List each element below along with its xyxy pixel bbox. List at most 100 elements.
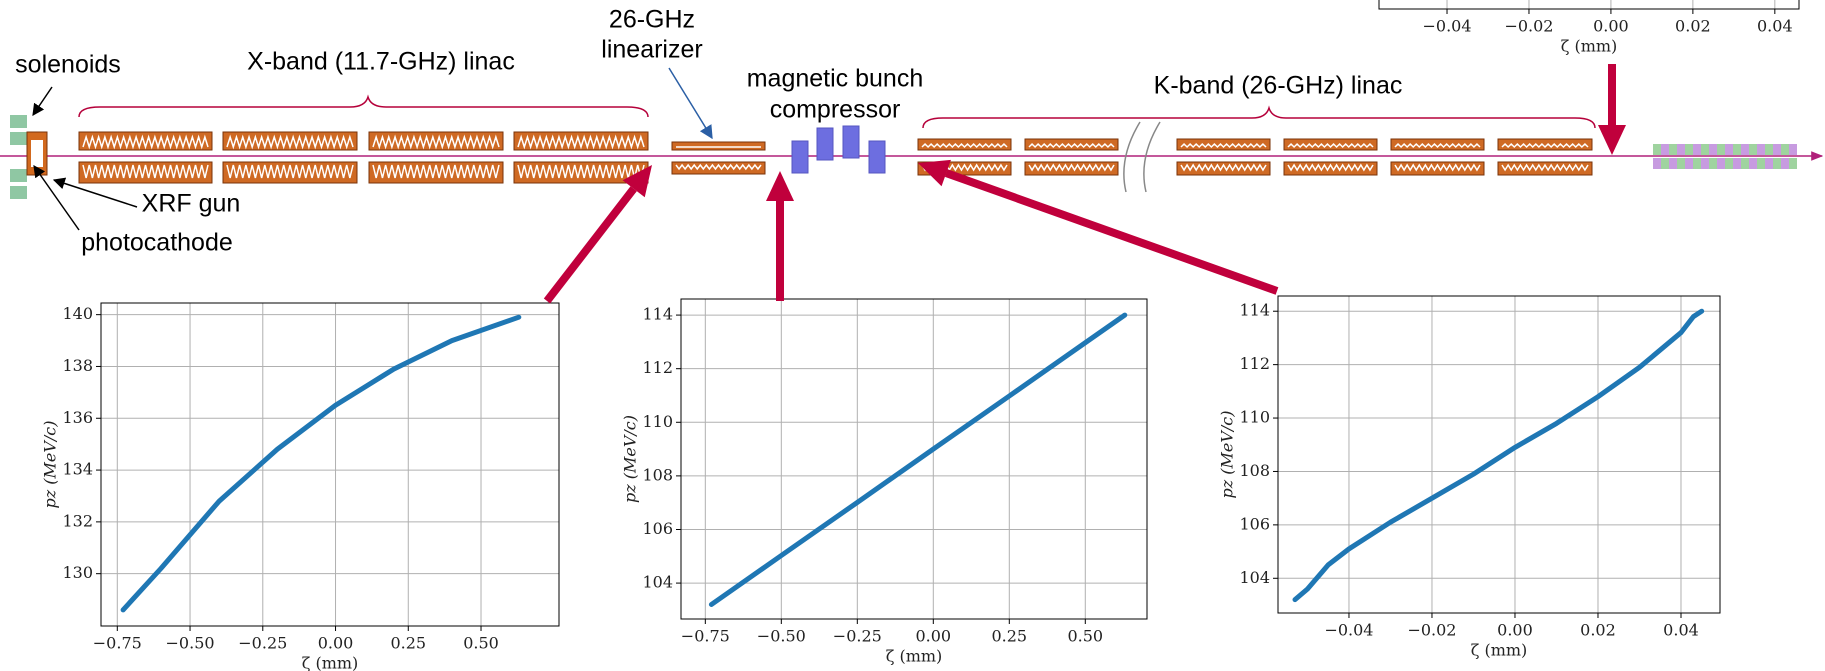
- y-tick-label: 106: [1239, 514, 1270, 533]
- dipole: [817, 128, 833, 160]
- x-tick-label: −0.25: [238, 634, 287, 653]
- label-linearizer: 26-GHz: [609, 6, 695, 34]
- undulator: [1773, 158, 1781, 169]
- label-gun: XRF gun: [142, 190, 241, 218]
- undulator: [1749, 144, 1757, 155]
- y-tick-label: 140: [62, 304, 93, 323]
- solenoid: [10, 132, 27, 145]
- solenoid: [10, 186, 27, 199]
- y-axis-label: pz (MeV/c): [621, 415, 640, 503]
- y-tick-label: 108: [642, 465, 673, 484]
- undulator: [1709, 144, 1717, 155]
- x-tick-label: 0.00: [318, 634, 354, 653]
- undulator: [1757, 144, 1765, 155]
- undulator: [1749, 158, 1757, 169]
- x-tick-label: −0.75: [93, 634, 142, 653]
- break: [1124, 122, 1140, 192]
- undulator: [1677, 158, 1685, 169]
- data-line: [123, 317, 519, 610]
- data-line: [711, 315, 1124, 604]
- y-tick-label: 138: [62, 356, 93, 375]
- arrow: [547, 189, 634, 301]
- label-solenoids: solenoids: [15, 51, 121, 79]
- break: [1144, 122, 1160, 192]
- x-tick-label: −0.50: [166, 634, 215, 653]
- undulator: [1661, 158, 1669, 169]
- x-axis-label: ζ (mm): [886, 647, 943, 666]
- y-tick-label: 132: [62, 511, 93, 530]
- y-tick-label: 134: [62, 460, 93, 479]
- x-tick-label: 0.04: [1663, 621, 1699, 640]
- page: {"diagram": {"labels": { "solenoids": "s…: [0, 0, 1825, 671]
- undulator: [1661, 144, 1669, 155]
- y-tick-label: 130: [62, 563, 93, 582]
- label-linearizer: linearizer: [601, 36, 702, 64]
- undulator: [1789, 144, 1797, 155]
- x-tick-label: 0.04: [1757, 17, 1793, 36]
- x-tick-label: 0.50: [463, 634, 499, 653]
- undulator: [1701, 158, 1709, 169]
- undulator: [1765, 144, 1773, 155]
- figure: solenoids X-band (11.7-GHz) linac 26-GHz…: [0, 0, 1825, 671]
- undulator: [1741, 144, 1749, 155]
- label-xband: X-band (11.7-GHz) linac: [247, 48, 515, 76]
- x-tick-label: 0.00: [1497, 621, 1533, 640]
- beamline: [0, 115, 1822, 199]
- label-photocathode: photocathode: [81, 229, 233, 257]
- x-tick-label: 0.00: [1593, 17, 1629, 36]
- undulator: [1685, 158, 1693, 169]
- undulator: [1669, 158, 1677, 169]
- data-line: [1295, 311, 1702, 599]
- undulator: [1709, 158, 1717, 169]
- undulator: [1677, 144, 1685, 155]
- pointer: [669, 68, 712, 138]
- undulator: [1781, 144, 1789, 155]
- undulator: [1717, 158, 1725, 169]
- x-tick-label: 0.50: [1067, 627, 1103, 646]
- undulator: [1701, 144, 1709, 155]
- x-tick-label: −0.50: [757, 627, 806, 646]
- axes-frame: [101, 303, 559, 626]
- undulator: [1773, 144, 1781, 155]
- x-tick-label: −0.04: [1324, 621, 1373, 640]
- y-tick-label: 112: [1239, 354, 1270, 373]
- x-axis-label: ζ (mm): [1471, 641, 1528, 660]
- arrow-head: [766, 171, 794, 201]
- x-tick-label: −0.02: [1407, 621, 1456, 640]
- y-tick-label: 110: [1239, 408, 1270, 427]
- y-tick-label: 112: [642, 358, 673, 377]
- label-compressor: compressor: [770, 96, 901, 124]
- y-tick-label: 114: [1239, 301, 1270, 320]
- pointer: [34, 166, 79, 230]
- undulator: [1781, 158, 1789, 169]
- y-tick-label: 106: [642, 519, 673, 538]
- undulator: [1757, 158, 1765, 169]
- dipole: [792, 141, 808, 173]
- solenoid: [10, 115, 27, 128]
- undulator: [1733, 158, 1741, 169]
- dipole: [843, 126, 859, 158]
- undulator: [1693, 144, 1701, 155]
- pointer: [33, 87, 52, 115]
- y-axis-label: pz (MeV/c): [1218, 411, 1237, 499]
- undulator: [1717, 144, 1725, 155]
- x-tick-label: 0.00: [915, 627, 951, 646]
- y-axis-label: pz (MeV/c): [41, 421, 60, 509]
- undulator: [1685, 144, 1693, 155]
- x-axis-label: ζ (mm): [302, 654, 359, 671]
- y-tick-label: 108: [1239, 461, 1270, 480]
- x-tick-label: 0.02: [1580, 621, 1616, 640]
- undulator: [1653, 158, 1661, 169]
- label-kband: K-band (26-GHz) linac: [1154, 72, 1403, 100]
- undulator: [1741, 158, 1749, 169]
- x-tick-label: −0.25: [833, 627, 882, 646]
- undulator: [1765, 158, 1773, 169]
- y-tick-label: 104: [642, 573, 673, 592]
- gun-inner: [31, 140, 43, 167]
- undulator: [1733, 144, 1741, 155]
- y-tick-label: 114: [642, 305, 673, 324]
- brace: [79, 97, 648, 117]
- pointer: [54, 180, 137, 207]
- axes-frame: [1278, 296, 1720, 613]
- y-tick-label: 104: [1239, 568, 1270, 587]
